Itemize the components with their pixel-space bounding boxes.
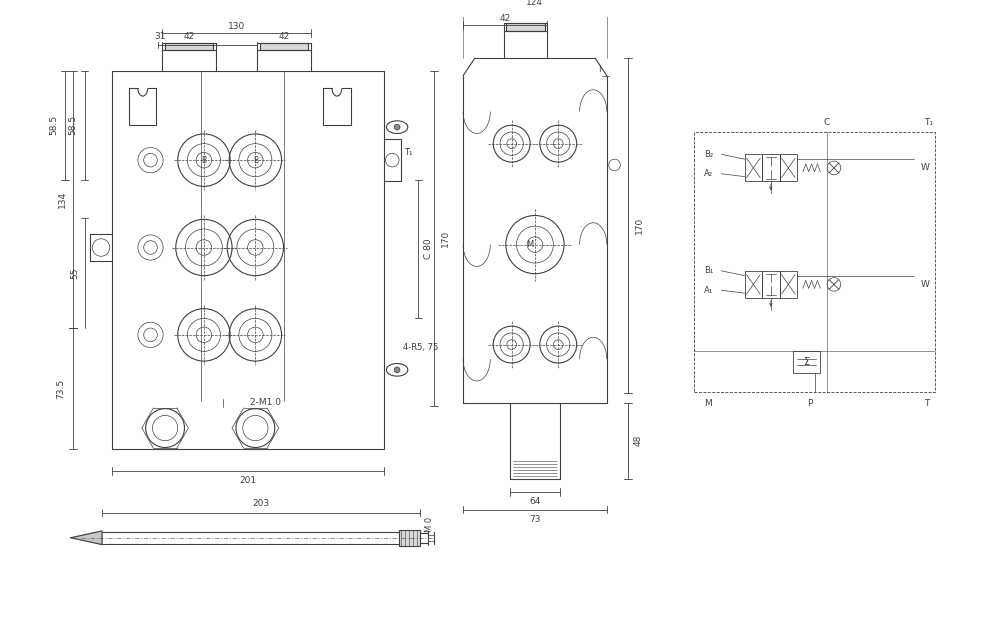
Bar — [793, 352, 820, 373]
Text: 55: 55 — [70, 267, 79, 279]
Text: W: W — [921, 164, 930, 173]
Bar — [694, 132, 935, 392]
Bar — [399, 530, 420, 545]
Text: M 0: M 0 — [425, 516, 434, 532]
Text: 134: 134 — [58, 191, 67, 208]
Text: 203: 203 — [253, 499, 270, 508]
Bar — [762, 155, 780, 182]
Text: C: C — [823, 118, 830, 127]
Bar — [780, 155, 797, 182]
Text: 73.5: 73.5 — [56, 379, 65, 399]
Bar — [506, 23, 545, 31]
Text: 2-M1 0: 2-M1 0 — [250, 399, 281, 408]
Text: 58.5: 58.5 — [49, 115, 58, 135]
Text: 42: 42 — [278, 32, 290, 41]
Bar — [745, 271, 762, 298]
Bar — [165, 43, 213, 50]
Bar — [780, 271, 797, 298]
Text: I: I — [598, 65, 600, 74]
Text: M: M — [526, 240, 534, 249]
Text: 4-R5, 75: 4-R5, 75 — [403, 343, 438, 352]
Text: 64: 64 — [529, 497, 541, 506]
Text: 73: 73 — [529, 515, 541, 524]
Text: M: M — [704, 399, 712, 408]
Bar — [762, 271, 780, 298]
Text: 42: 42 — [183, 32, 194, 41]
Text: C 80: C 80 — [424, 239, 433, 260]
Text: 170: 170 — [441, 230, 450, 247]
Bar — [745, 155, 762, 182]
Text: 48: 48 — [633, 435, 642, 446]
Text: B₂: B₂ — [704, 150, 713, 159]
Text: 58.5: 58.5 — [68, 115, 77, 135]
Text: 42: 42 — [499, 14, 510, 23]
Text: W: W — [921, 280, 930, 289]
Text: T₁: T₁ — [404, 148, 412, 157]
Text: T₁: T₁ — [925, 118, 934, 127]
Text: A₁: A₁ — [704, 286, 713, 295]
Circle shape — [394, 124, 400, 130]
Text: B₁: B₁ — [704, 267, 713, 275]
Text: Σ: Σ — [804, 357, 810, 367]
Text: 201: 201 — [239, 476, 256, 485]
Polygon shape — [71, 531, 102, 545]
Text: 170: 170 — [635, 216, 644, 234]
Text: B: B — [201, 156, 206, 165]
Text: P: P — [807, 399, 812, 408]
Text: A₂: A₂ — [704, 169, 713, 178]
Text: 124: 124 — [526, 0, 543, 7]
Bar — [260, 43, 308, 50]
Text: 31: 31 — [154, 32, 166, 41]
Text: B: B — [253, 156, 258, 165]
Text: 130: 130 — [228, 22, 245, 31]
Circle shape — [394, 367, 400, 373]
Text: T: T — [924, 399, 930, 408]
